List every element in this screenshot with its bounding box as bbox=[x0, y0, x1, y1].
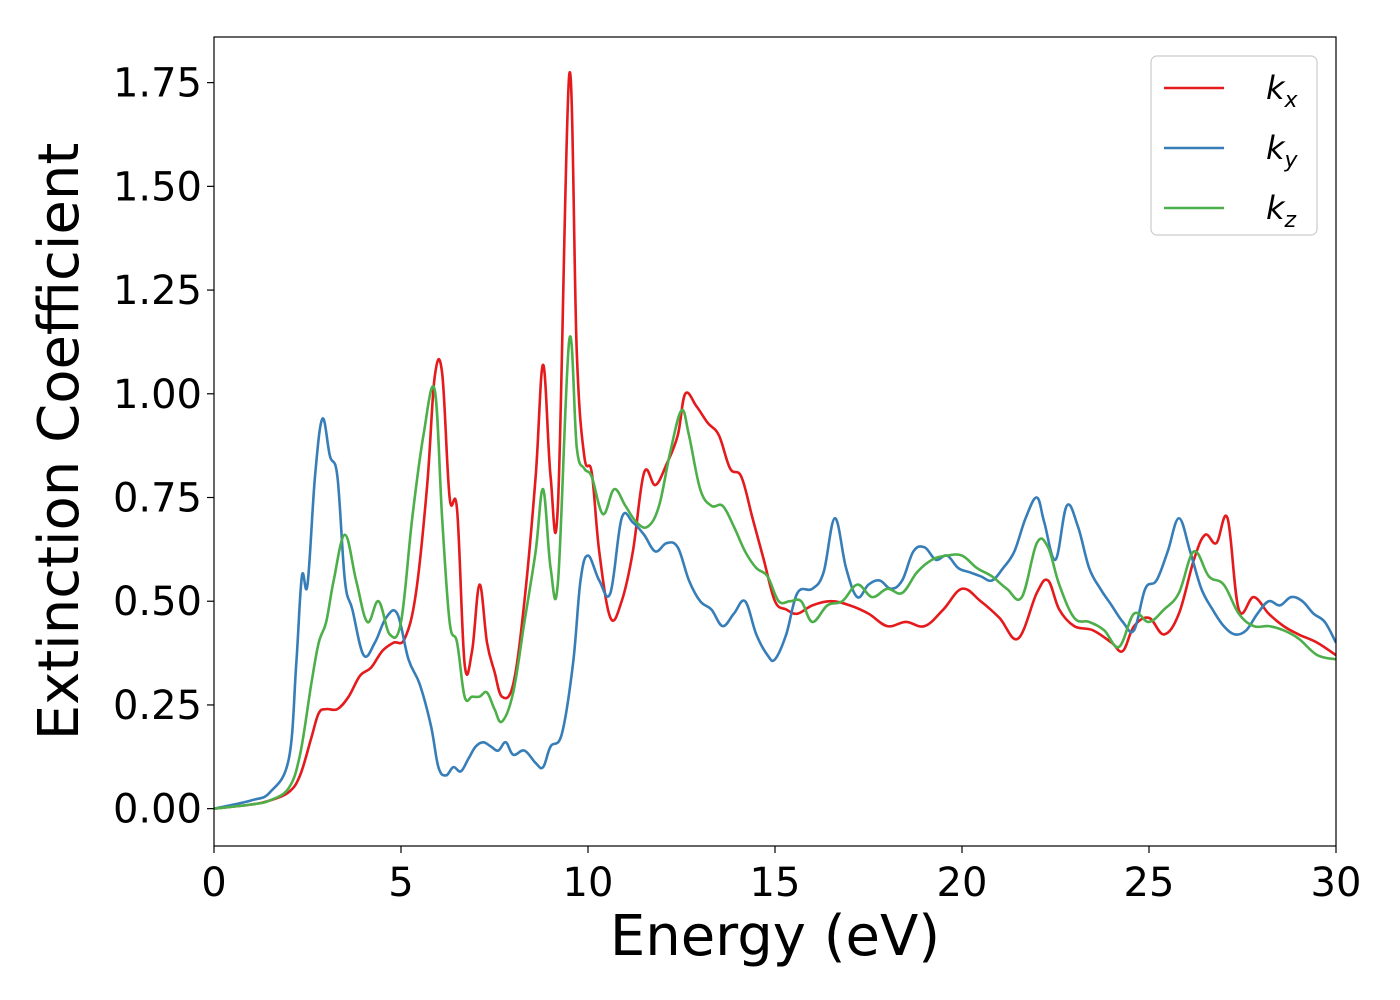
y-axis: 0.00 0.25 0.50 0.75 1.00 1.25 1.50 1.75 bbox=[113, 61, 214, 833]
series-layer bbox=[214, 70, 1336, 810]
y-tick-label: 0.50 bbox=[113, 579, 202, 625]
legend-label-ky: ky bbox=[1266, 129, 1299, 173]
x-tick-label: 15 bbox=[750, 860, 801, 906]
y-tick-label: 1.00 bbox=[113, 372, 202, 418]
x-tick-label: 0 bbox=[201, 860, 226, 906]
x-tick-label: 30 bbox=[1311, 860, 1362, 906]
series-line-kz bbox=[214, 335, 1336, 810]
series-line-ky bbox=[214, 417, 1336, 810]
legend: kx ky kz bbox=[1150, 55, 1318, 236]
y-tick-label: 1.25 bbox=[113, 268, 202, 314]
x-tick-label: 5 bbox=[388, 860, 413, 906]
x-tick-label: 25 bbox=[1124, 860, 1175, 906]
y-tick-label: 0.25 bbox=[113, 683, 202, 729]
y-tick-label: 0.00 bbox=[113, 787, 202, 833]
x-axis: 0 5 10 15 20 25 30 bbox=[201, 846, 1361, 906]
y-tick-label: 1.75 bbox=[113, 61, 202, 107]
legend-label-kz: kz bbox=[1266, 189, 1297, 233]
y-axis-title: Extinction Coefficient bbox=[27, 143, 92, 741]
x-tick-label: 20 bbox=[937, 860, 988, 906]
x-axis-title: Energy (eV) bbox=[610, 904, 940, 969]
y-tick-label: 0.75 bbox=[113, 476, 202, 522]
legend-box bbox=[1150, 55, 1318, 236]
legend-label-kx: kx bbox=[1266, 69, 1299, 113]
y-tick-label: 1.50 bbox=[113, 164, 202, 210]
x-tick-label: 10 bbox=[563, 860, 614, 906]
